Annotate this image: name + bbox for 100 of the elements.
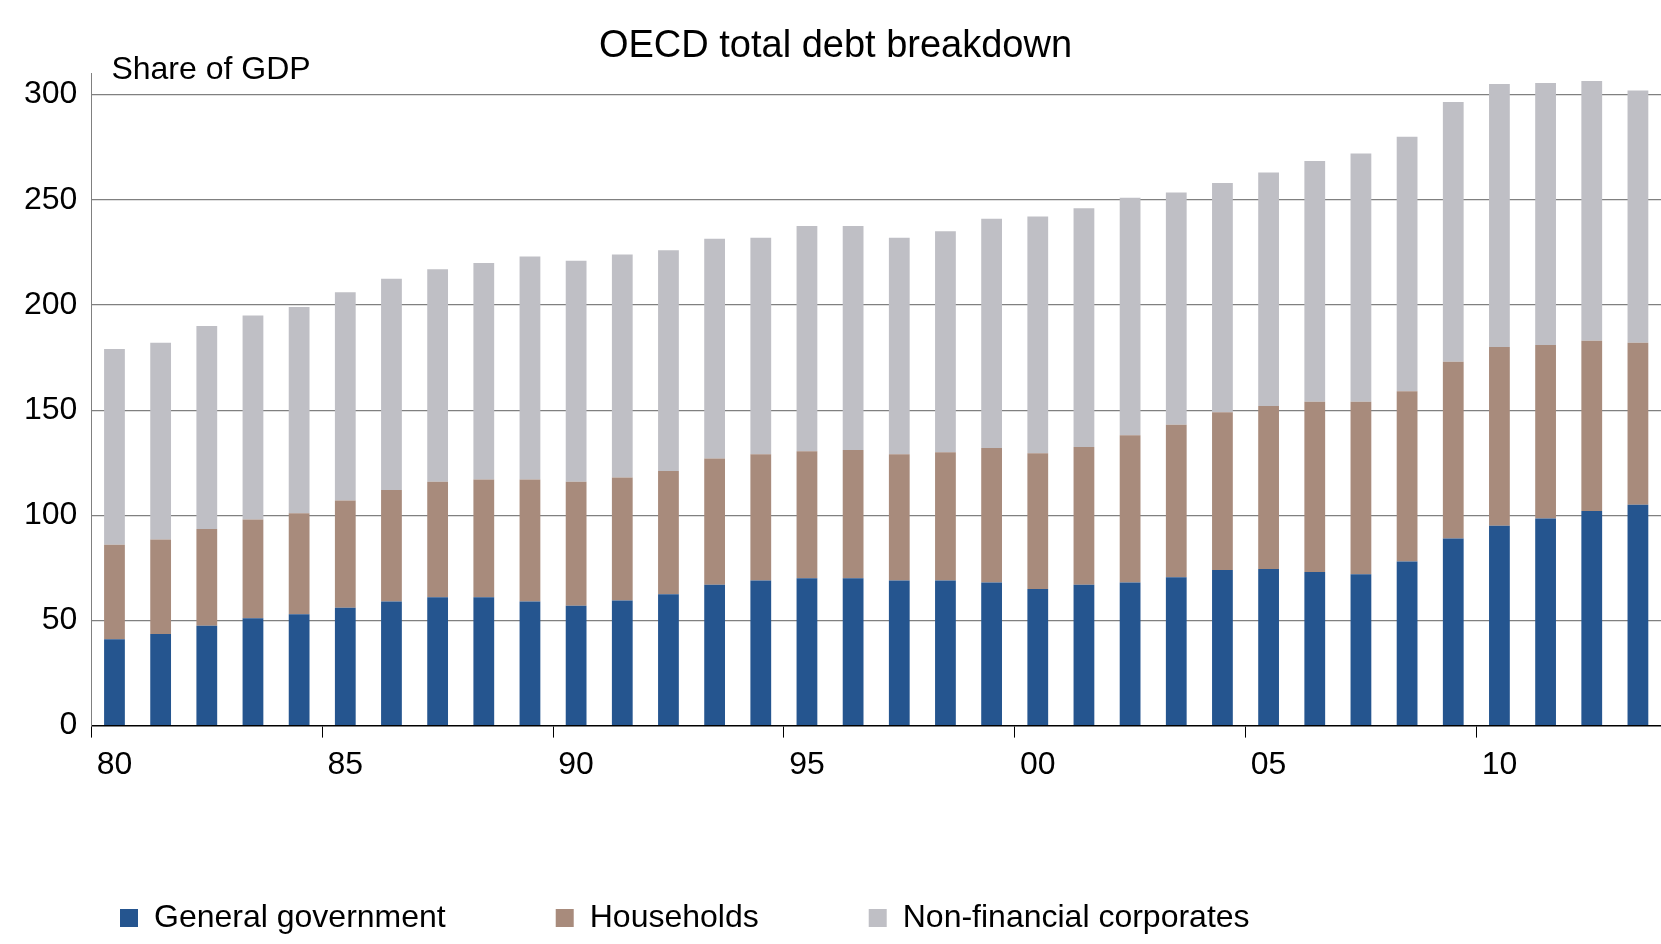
bar [1027, 588, 1049, 725]
legend-label: General government [154, 897, 446, 934]
bar [796, 451, 818, 579]
bar [1258, 568, 1279, 725]
bar [1119, 435, 1141, 583]
bar [473, 597, 495, 725]
bar [935, 580, 956, 725]
bar [1350, 401, 1372, 575]
bar [750, 580, 772, 725]
bar [1258, 405, 1279, 569]
bar [196, 528, 218, 626]
bar [1442, 361, 1464, 539]
y-tick-label: 300 [24, 74, 78, 111]
x-tick-label: 90 [558, 744, 594, 781]
bar [1627, 504, 1649, 725]
bar [1627, 342, 1649, 505]
bar [750, 237, 772, 455]
y-tick-label: 50 [41, 600, 78, 637]
bar [981, 218, 1002, 448]
bar [150, 539, 172, 635]
bar [1304, 401, 1326, 573]
bar [1442, 101, 1464, 362]
bar [242, 315, 264, 520]
bar [1165, 577, 1187, 725]
bar [196, 625, 218, 725]
bar [1396, 136, 1418, 392]
bar [1212, 412, 1233, 570]
bar [1350, 574, 1372, 725]
legend-label: Households [589, 897, 759, 934]
legend-label: Non-financial corporates [902, 897, 1250, 934]
bar [1535, 344, 1556, 519]
bar [1581, 80, 1603, 341]
bar [427, 481, 449, 598]
bar [242, 618, 264, 725]
bar [704, 238, 726, 459]
bar [1535, 518, 1556, 725]
bar [1119, 197, 1141, 436]
x-tick-label: 80 [96, 744, 133, 781]
bar [611, 477, 633, 601]
bar [104, 349, 125, 545]
bar [288, 307, 310, 514]
y-tick-label: 100 [24, 495, 78, 532]
y-tick-label: 150 [24, 389, 78, 426]
bar [519, 601, 541, 725]
bar [1442, 538, 1464, 725]
bar [427, 269, 449, 482]
bar [981, 582, 1002, 725]
bar [1212, 569, 1233, 725]
bar [1073, 584, 1095, 725]
bar [1581, 511, 1603, 725]
bar [1535, 83, 1556, 345]
bar [381, 601, 402, 725]
bar [104, 544, 125, 640]
bar [242, 519, 264, 619]
bar [334, 607, 356, 725]
bar [104, 639, 125, 725]
bar [888, 454, 910, 581]
bar [381, 490, 402, 602]
bar [565, 605, 587, 725]
bar [658, 471, 679, 595]
bar [381, 278, 402, 491]
bar [704, 458, 726, 585]
bar [565, 260, 587, 482]
bar [1396, 561, 1418, 725]
y-tick-label: 250 [24, 179, 78, 216]
bar [565, 481, 587, 606]
bar [1119, 582, 1141, 725]
x-tick-label: 05 [1250, 744, 1287, 781]
bar [1258, 172, 1279, 406]
bar [150, 634, 172, 725]
bar [796, 226, 818, 452]
bar [796, 578, 818, 725]
bar [1165, 192, 1187, 425]
bar [611, 600, 633, 725]
bar [842, 226, 864, 451]
y-tick-label: 200 [24, 284, 78, 321]
bar [658, 250, 679, 472]
bar [1489, 84, 1510, 348]
bar [888, 580, 910, 725]
bar [750, 454, 772, 581]
bar [1489, 525, 1510, 725]
bar [888, 237, 910, 455]
chart-title: OECD total debt breakdown [598, 23, 1073, 66]
y-axis-title: Share of GDP [111, 50, 311, 87]
bar [1396, 391, 1418, 562]
bar [935, 231, 956, 453]
bar [1489, 347, 1510, 526]
bar [1027, 216, 1049, 454]
bar [704, 584, 726, 725]
bar [1073, 446, 1095, 585]
x-tick-label: 85 [327, 744, 364, 781]
bar [1027, 453, 1049, 589]
bar [427, 597, 449, 725]
bar [658, 594, 679, 725]
bar [288, 614, 310, 725]
bar [611, 254, 633, 478]
bar [935, 452, 956, 581]
x-tick-label: 95 [789, 744, 825, 781]
bar [1165, 424, 1187, 578]
bar [334, 500, 356, 608]
